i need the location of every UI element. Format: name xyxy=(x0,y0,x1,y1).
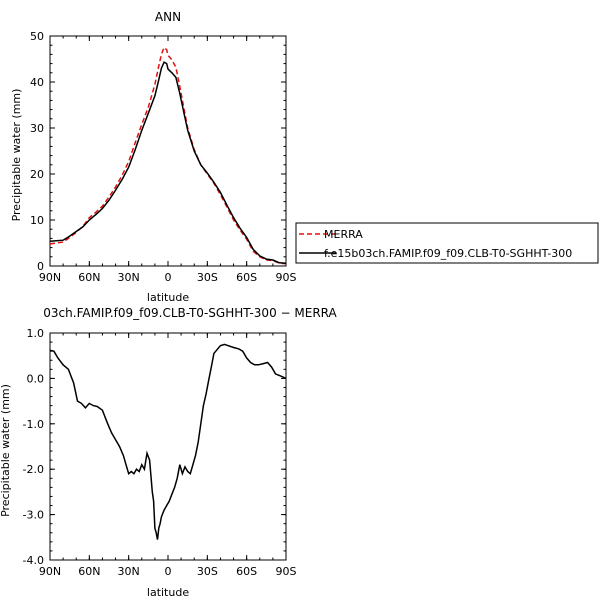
x-axis-label: latitude xyxy=(147,586,189,599)
y-tick-label: 30 xyxy=(30,122,44,135)
y-tick-label: 0 xyxy=(37,260,44,273)
x-tick-label: 90N xyxy=(39,271,61,284)
y-tick-label: 1.0 xyxy=(27,327,45,340)
series-line xyxy=(49,46,287,265)
plot-frame xyxy=(49,332,287,561)
y-tick-label: -3.0 xyxy=(23,509,44,522)
y-tick-label: 0.0 xyxy=(27,372,45,385)
y-tick-label: 10 xyxy=(30,214,44,227)
x-tick-label: 90N xyxy=(39,565,61,578)
plot-frame xyxy=(49,35,287,267)
y-tick-label: -4.0 xyxy=(23,554,44,567)
x-tick-label: 0 xyxy=(165,565,172,578)
x-tick-label: 30S xyxy=(197,271,218,284)
chart-title: ANN xyxy=(155,10,181,24)
x-axis-label: latitude xyxy=(147,291,189,304)
legend-label: MERRA xyxy=(324,228,363,241)
y-axis-label: Precipitable water (mm) xyxy=(0,384,12,517)
x-tick-label: 60N xyxy=(78,271,100,284)
x-tick-label: 90S xyxy=(276,565,297,578)
x-tick-label: 0 xyxy=(165,271,172,284)
x-tick-label: 60N xyxy=(78,565,100,578)
series-line xyxy=(49,343,287,540)
x-tick-label: 60S xyxy=(236,271,257,284)
y-tick-label: 40 xyxy=(30,76,44,89)
y-tick-label: -1.0 xyxy=(23,418,44,431)
x-tick-label: 30S xyxy=(197,565,218,578)
y-tick-label: 20 xyxy=(30,168,44,181)
x-tick-label: 30N xyxy=(118,271,140,284)
legend-box xyxy=(295,222,599,264)
legend-label: f.e15b03ch.FAMIP.f09_f09.CLB-T0-SGHHT-30… xyxy=(324,247,572,260)
chart-title: 03ch.FAMIP.f09_f09.CLB-T0-SGHHT-300 − ME… xyxy=(43,306,337,320)
y-tick-label: 50 xyxy=(30,30,44,43)
y-axis-label: Precipitable water (mm) xyxy=(10,89,23,222)
x-tick-label: 60S xyxy=(236,565,257,578)
y-tick-label: -2.0 xyxy=(23,463,44,476)
x-tick-label: 30N xyxy=(118,565,140,578)
series-line xyxy=(49,61,287,264)
x-tick-label: 90S xyxy=(276,271,297,284)
